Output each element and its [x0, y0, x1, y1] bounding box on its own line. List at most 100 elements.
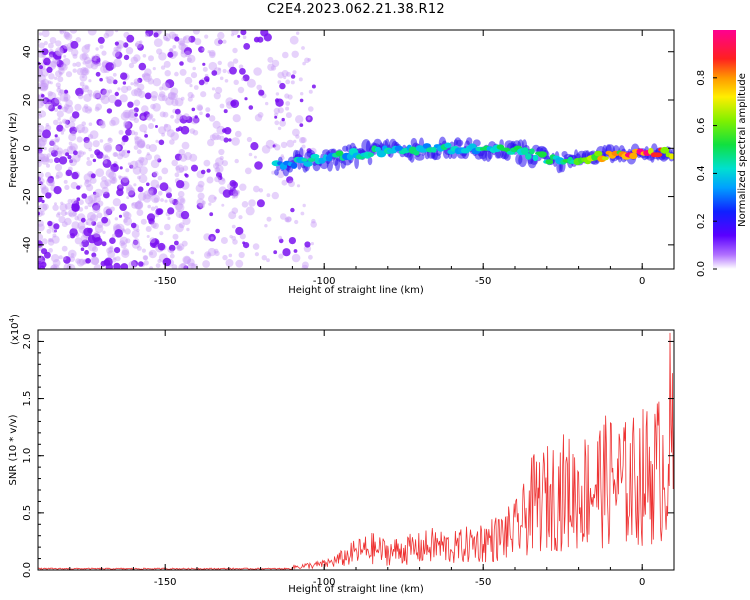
noise-speckle [235, 226, 244, 236]
noise-speckle [46, 66, 53, 73]
noise-speckle [113, 152, 119, 157]
signal-core [529, 148, 535, 155]
noise-speckle [237, 34, 241, 38]
noise-speckle [246, 78, 256, 88]
noise-speckle [301, 46, 305, 50]
noise-speckle [148, 55, 154, 62]
noise-speckle [54, 202, 57, 206]
noise-speckle [208, 194, 217, 203]
noise-speckle [149, 239, 159, 249]
noise-speckle [100, 180, 109, 189]
signal-halo [466, 137, 473, 146]
noise-speckle [229, 234, 233, 239]
heatmap-y-tick-label: -20 [22, 188, 33, 204]
noise-speckle [109, 119, 116, 127]
noise-speckle [145, 153, 152, 161]
noise-speckle [132, 239, 139, 246]
noise-speckle [274, 115, 278, 119]
noise-speckle [168, 244, 176, 252]
noise-speckle [104, 145, 112, 153]
noise-speckle [141, 248, 146, 253]
noise-speckle [94, 106, 100, 112]
noise-speckle [144, 33, 150, 38]
noise-speckle [71, 198, 77, 205]
noise-speckle [191, 107, 196, 112]
noise-speckle [69, 158, 77, 167]
noise-speckle [304, 241, 311, 248]
noise-speckle [93, 231, 100, 238]
noise-speckle [192, 30, 200, 35]
noise-speckle [119, 203, 127, 211]
heatmap-x-tick-label: 0 [639, 276, 645, 287]
heatmap-y-tick-label: 40 [22, 45, 33, 58]
noise-speckle [190, 72, 198, 79]
noise-speckle [284, 217, 290, 223]
noise-speckle [228, 253, 233, 258]
noise-speckle [65, 99, 73, 108]
noise-speckle [71, 153, 81, 163]
noise-speckle [239, 233, 246, 240]
signal-core [301, 158, 308, 162]
noise-speckle [65, 71, 73, 78]
noise-speckle [123, 216, 133, 226]
noise-speckle [184, 47, 192, 56]
noise-speckle [185, 116, 193, 124]
noise-speckle [123, 120, 128, 126]
noise-speckle [241, 201, 249, 208]
noise-speckle [281, 117, 285, 122]
noise-speckle [131, 202, 139, 209]
noise-speckle [143, 73, 152, 83]
noise-speckle [60, 89, 65, 95]
noise-speckle [38, 156, 43, 163]
noise-speckle [206, 168, 211, 173]
noise-speckle [63, 44, 69, 50]
noise-speckle [203, 159, 211, 167]
noise-speckle [307, 58, 312, 62]
snr-x-tick-label: -50 [475, 577, 491, 588]
noise-speckle [90, 177, 97, 184]
noise-speckle [40, 82, 49, 91]
noise-speckle [74, 126, 79, 131]
noise-speckle [164, 123, 168, 128]
noise-speckle [41, 48, 49, 56]
noise-speckle [64, 104, 74, 114]
noise-speckle [238, 251, 245, 259]
noise-speckle [63, 31, 70, 38]
heatmap-y-axis-label: Frequency (Hz) [8, 112, 19, 188]
noise-speckle [163, 124, 172, 132]
noise-speckle [39, 82, 49, 92]
noise-speckle [38, 233, 44, 241]
noise-speckle [231, 235, 237, 241]
noise-speckle [88, 122, 93, 126]
noise-speckle [129, 109, 134, 114]
noise-speckle [42, 97, 50, 105]
snr-panel: -150 -100 -50 0 0.0 0.5 1.0 1.5 2.0 Height of s… [8, 314, 675, 595]
signal-core [431, 146, 437, 153]
noise-speckle [257, 112, 264, 118]
noise-speckle [149, 266, 153, 269]
noise-speckle [265, 101, 269, 106]
noise-speckle [38, 110, 47, 118]
noise-speckle [281, 70, 289, 77]
noise-speckle [54, 76, 58, 81]
noise-speckle [157, 242, 166, 251]
noise-speckle [174, 153, 182, 161]
noise-speckle [76, 67, 85, 76]
noise-speckle [272, 144, 276, 148]
noise-speckle [75, 61, 82, 67]
noise-speckle [193, 85, 199, 90]
noise-speckle [114, 41, 119, 46]
noise-speckle [68, 141, 73, 146]
noise-speckle [38, 147, 43, 154]
noise-speckle [266, 216, 272, 222]
noise-speckle [271, 59, 280, 68]
noise-speckle [38, 160, 42, 168]
snr-y-tick-label: 0.0 [22, 562, 33, 578]
noise-speckle [143, 255, 148, 261]
noise-speckle [57, 76, 64, 83]
noise-speckle [87, 202, 93, 208]
noise-speckle [108, 137, 112, 142]
noise-speckle [42, 203, 49, 210]
snr-y-tick-label: 2.0 [22, 333, 33, 349]
